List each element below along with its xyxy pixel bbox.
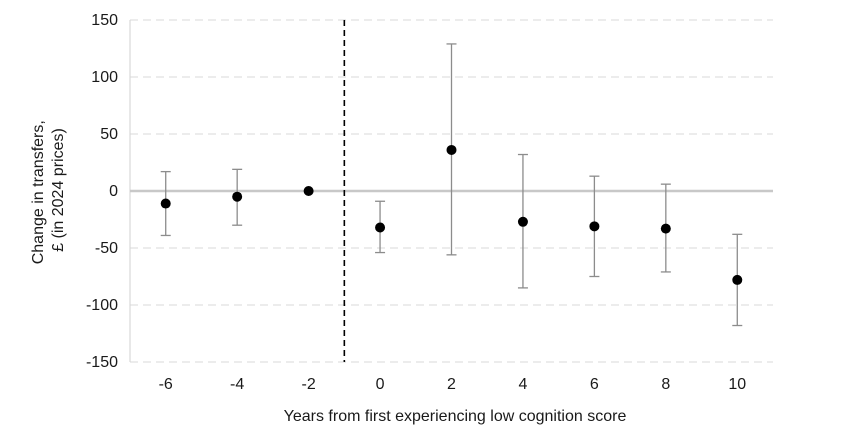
y-tick-label: 100 [91, 69, 118, 86]
data-points [160, 144, 743, 285]
y-axis-title-line-1: Change in transfers, [30, 120, 47, 264]
y-tick-label: -150 [86, 354, 118, 371]
y-tick-label: -50 [95, 240, 118, 257]
y-axis-title-line-2: £ (in 2024 prices) [50, 128, 67, 252]
y-tick-label: -100 [86, 297, 118, 314]
data-point [446, 144, 457, 155]
x-tick-label: -6 [159, 376, 173, 393]
data-point [375, 222, 386, 233]
x-tick-label: 8 [661, 376, 670, 393]
data-point [232, 191, 243, 202]
y-tick-label: 150 [91, 12, 118, 29]
data-point [303, 186, 314, 196]
y-axis-title: Change in transfers, £ (in 2024 prices) [30, 116, 67, 265]
x-tick-label: 6 [590, 376, 599, 393]
data-point [589, 221, 600, 232]
data-point [160, 198, 171, 209]
x-tick-labels: -6 -4 -2 0 2 4 6 8 10 [159, 376, 747, 393]
x-tick-label: -2 [301, 376, 315, 393]
data-point [732, 274, 743, 285]
x-tick-label: 10 [728, 376, 746, 393]
x-tick-label: 2 [447, 376, 456, 393]
y-tick-labels: -150 -100 -50 0 50 100 150 [86, 12, 118, 371]
data-point [517, 216, 528, 227]
y-tick-label: 50 [100, 126, 118, 143]
error-bars [160, 43, 743, 327]
x-tick-label: 0 [376, 376, 385, 393]
x-tick-label: 4 [518, 376, 527, 393]
data-point [660, 223, 671, 234]
y-tick-label: 0 [109, 183, 118, 200]
x-axis-title: Years from first experiencing low cognit… [284, 408, 627, 425]
x-tick-label: -4 [230, 376, 244, 393]
